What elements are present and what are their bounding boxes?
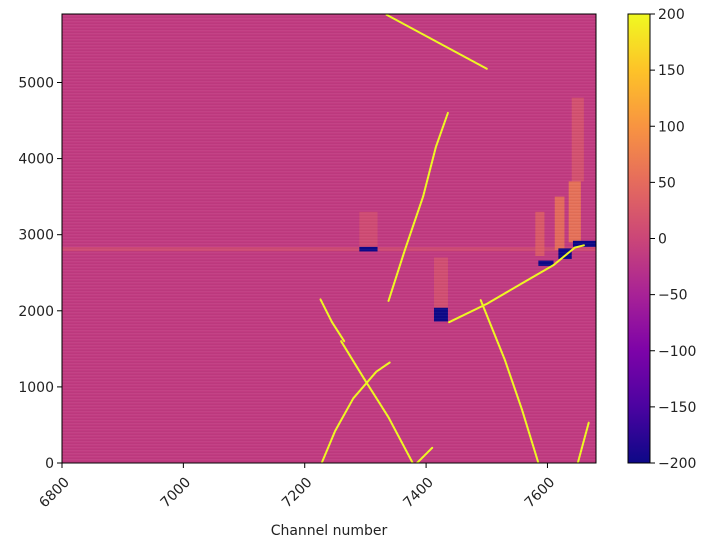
y-tick-label: 1000 bbox=[18, 380, 54, 396]
y-axis: 0 1000 2000 3000 4000 5000 bbox=[18, 75, 62, 472]
y-tick-label: 5000 bbox=[18, 75, 54, 91]
colorbar-tick-label: 150 bbox=[658, 63, 685, 79]
colorbar-tick-label: 200 bbox=[658, 7, 685, 23]
x-tick-label: 7400 bbox=[400, 475, 437, 512]
heatmap-texture bbox=[62, 14, 596, 463]
x-tick-label: 6800 bbox=[36, 475, 73, 512]
colorbar-tick-label: 0 bbox=[658, 232, 667, 248]
colorbar-tick-label: 100 bbox=[658, 119, 685, 135]
colorbar-gradient bbox=[628, 14, 650, 463]
x-axis-title: Channel number bbox=[271, 523, 388, 539]
colorbar-ticks: 200 150 100 50 0 −50 −100 −150 −200 bbox=[650, 7, 696, 472]
x-tick-label: 7600 bbox=[522, 475, 559, 512]
y-tick-label: 2000 bbox=[18, 304, 54, 320]
colorbar-tick-label: −150 bbox=[658, 400, 696, 416]
plot-frame bbox=[61, 13, 597, 464]
y-tick-label: 3000 bbox=[18, 228, 54, 244]
x-tick-label: 7200 bbox=[279, 475, 316, 512]
colorbar-tick-label: −200 bbox=[658, 456, 696, 472]
plot-area bbox=[61, 13, 597, 464]
y-tick-label: 0 bbox=[45, 456, 54, 472]
colorbar-tick-label: −50 bbox=[658, 288, 688, 304]
y-tick-label: 4000 bbox=[18, 152, 54, 168]
x-axis: 6800 7000 7200 7400 7600 bbox=[36, 463, 558, 511]
colorbar: 200 150 100 50 0 −50 −100 −150 −200 bbox=[627, 7, 696, 472]
colorbar-tick-label: 50 bbox=[658, 175, 676, 191]
x-tick-label: 7000 bbox=[158, 475, 195, 512]
colorbar-tick-label: −100 bbox=[658, 344, 696, 360]
